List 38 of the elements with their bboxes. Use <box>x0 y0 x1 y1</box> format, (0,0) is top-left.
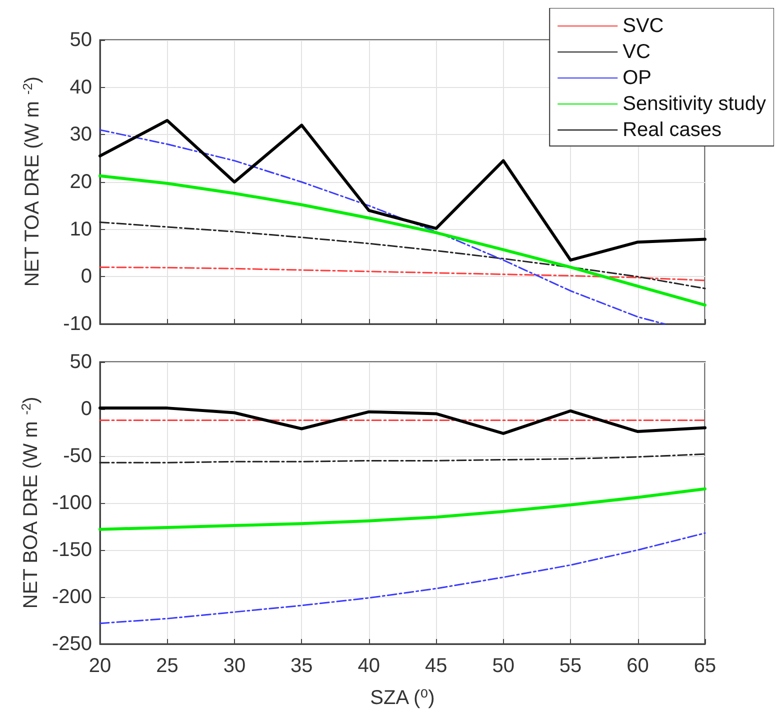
y-tick-label: -100 <box>52 492 92 514</box>
x-tick-label: 65 <box>694 655 716 677</box>
y-tick-label: -200 <box>52 586 92 608</box>
line-series <box>99 453 706 464</box>
y-tick-label: 20 <box>70 171 92 193</box>
y-tick-label: -50 <box>63 445 92 467</box>
y-tick-label: 40 <box>70 76 92 98</box>
y-tick-label: 0 <box>80 266 92 288</box>
x-tick-label: 25 <box>156 655 178 677</box>
line-series <box>99 532 706 624</box>
x-axis-title: SZA (⁰) <box>370 687 435 709</box>
line-series <box>99 266 706 282</box>
y-tick-label: -250 <box>52 633 92 655</box>
legend-label: SVC <box>622 15 664 37</box>
line-series <box>98 487 706 531</box>
y-tick-label: 10 <box>70 218 92 240</box>
legend-label: Real cases <box>622 119 722 141</box>
y-axis-title: NET TOA DRE (W m -2) <box>20 76 44 287</box>
legend-label: OP <box>622 67 652 89</box>
x-tick-label: 35 <box>290 655 313 677</box>
y-axis-title: NET BOA DRE (W m -2) <box>18 396 42 609</box>
y-tick-label: 0 <box>80 398 92 420</box>
legend-label: Sensitivity study <box>622 93 766 115</box>
y-tick-label: 30 <box>70 124 92 146</box>
y-tick-label: 50 <box>70 29 92 51</box>
x-tick-label: 45 <box>424 655 448 677</box>
x-tick-label: 60 <box>626 655 649 677</box>
x-tick-label: 30 <box>223 655 246 677</box>
legend-label: VC <box>622 41 650 63</box>
y-tick-label: -150 <box>52 539 92 561</box>
x-tick-label: 50 <box>492 655 514 677</box>
x-tick-label: 55 <box>559 655 582 677</box>
y-tick-label: 50 <box>70 351 92 373</box>
y-tick-label: -10 <box>63 313 92 335</box>
line-series <box>98 406 706 435</box>
line-series <box>98 174 706 307</box>
x-tick-label: 40 <box>358 655 380 677</box>
line-series <box>99 221 706 290</box>
